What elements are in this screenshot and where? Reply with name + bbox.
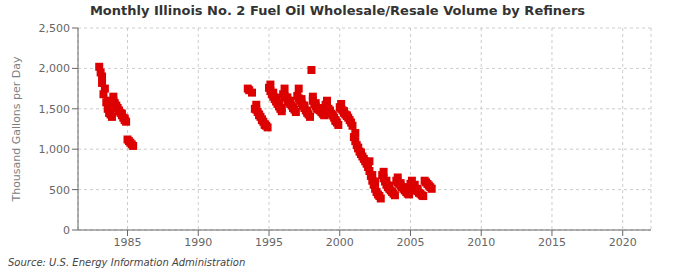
html-text:Source: U.S. Energy Informatio: Source: U.S. Energy Information Administ… xyxy=(8,257,246,268)
svg-text:0: 0 xyxy=(63,224,70,237)
html-text:Monthly Illinois No. 2 Fuel Oi: Monthly Illinois No. 2 Fuel Oil Wholesal… xyxy=(89,3,586,18)
svg-text:2000: 2000 xyxy=(326,236,354,249)
svg-text:2020: 2020 xyxy=(609,236,637,249)
svg-text:Thousand Gallons per Day: Thousand Gallons per Day xyxy=(10,56,23,203)
svg-text:500: 500 xyxy=(49,184,70,197)
svg-text:2005: 2005 xyxy=(396,236,424,249)
svg-text:1985: 1985 xyxy=(114,236,142,249)
svg-text:2,500: 2,500 xyxy=(39,22,71,35)
svg-text:1995: 1995 xyxy=(255,236,283,249)
svg-text:1,500: 1,500 xyxy=(39,103,71,116)
svg-text:1,000: 1,000 xyxy=(39,143,71,156)
svg-text:2,000: 2,000 xyxy=(39,62,71,75)
svg-text:2015: 2015 xyxy=(538,236,566,249)
svg-text:1990: 1990 xyxy=(184,236,212,249)
svg-text:2010: 2010 xyxy=(467,236,495,249)
